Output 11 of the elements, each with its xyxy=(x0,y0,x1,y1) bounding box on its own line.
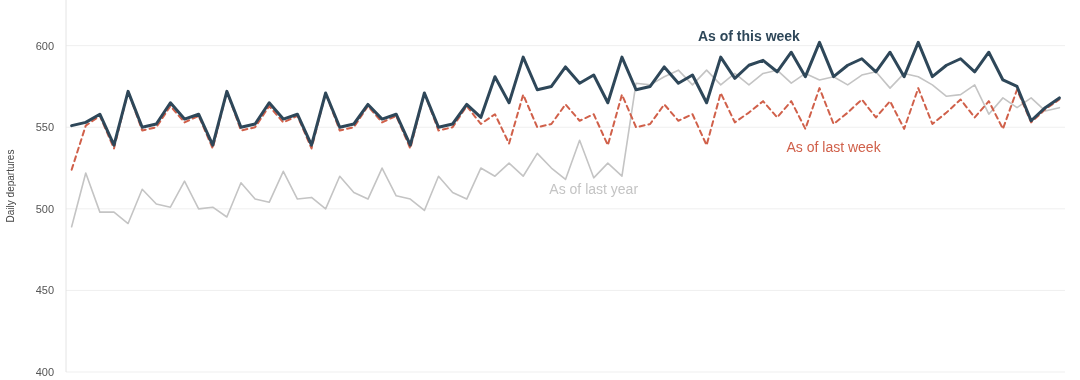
y-tick-label: 450 xyxy=(35,284,54,297)
series-label: As of last year xyxy=(549,180,639,197)
y-tick-label: 400 xyxy=(35,365,54,378)
y-tick-label: 600 xyxy=(35,39,54,52)
line-series xyxy=(70,87,1061,171)
y-tick-label: 550 xyxy=(35,121,54,134)
line-series xyxy=(70,69,1061,228)
y-axis-title: Daily departures xyxy=(5,149,16,223)
y-tick-label: 500 xyxy=(35,202,54,215)
series-label: As of last week xyxy=(786,139,882,155)
series-label: As of this week xyxy=(697,28,801,45)
